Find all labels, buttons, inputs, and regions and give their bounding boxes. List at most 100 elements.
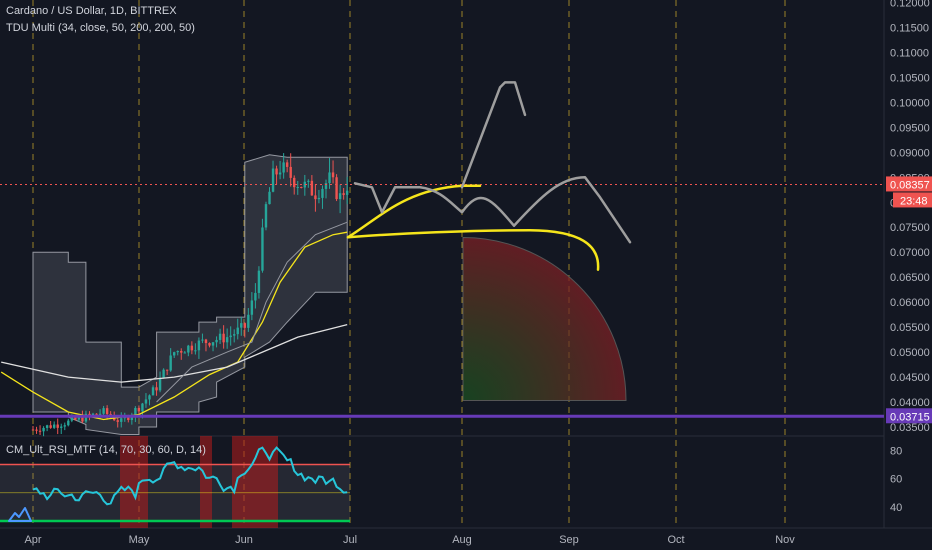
rsi-y-tick: 60	[890, 474, 902, 486]
y-tick: 0.06500	[890, 272, 930, 284]
candle-body	[310, 180, 314, 196]
candle-body	[176, 350, 179, 353]
candle-body	[60, 426, 63, 428]
candle-body	[127, 416, 130, 421]
y-tick: 0.09000	[890, 147, 930, 159]
candle-body	[303, 181, 307, 188]
candle-body	[88, 413, 91, 416]
candle-body	[151, 387, 155, 396]
indicator-label-tdu[interactable]: TDU Multi (34, close, 50, 200, 200, 50)	[6, 22, 195, 34]
x-tick-aug: Aug	[452, 534, 472, 546]
rsi-overbought-zone	[200, 436, 212, 528]
candle-body	[215, 339, 218, 343]
candle-body	[45, 425, 49, 428]
y-tick: 0.11500	[890, 22, 929, 34]
x-tick-may: May	[129, 534, 150, 546]
candle-body	[169, 355, 172, 371]
candle-body	[271, 168, 275, 192]
candle-body	[98, 413, 102, 415]
candle-body	[236, 327, 239, 335]
candle-body	[225, 337, 229, 343]
candle-body	[257, 270, 261, 293]
candle-body	[317, 197, 321, 200]
candle-body	[183, 352, 186, 354]
tradingview-logo-icon	[8, 507, 32, 522]
candle-body	[95, 413, 98, 415]
y-tick: 0.12000	[890, 0, 930, 9]
last-price-badge-bg	[886, 176, 932, 192]
candle-body	[42, 427, 45, 432]
candle-body	[91, 413, 95, 416]
candle-body	[194, 350, 197, 352]
y-tick: 0.06000	[890, 297, 930, 309]
candle-body	[321, 188, 324, 198]
candle-body	[173, 352, 176, 356]
rsi-overbought-zone	[120, 436, 148, 528]
chart-title: Cardano / US Dollar, 1D, BITTREX	[6, 5, 177, 17]
candle-body	[197, 340, 201, 351]
candle-body	[229, 335, 232, 338]
y-tick: 0.07500	[890, 222, 930, 234]
candle-body	[204, 339, 208, 344]
x-tick-jul: Jul	[343, 534, 357, 546]
x-tick-sep: Sep	[559, 534, 579, 546]
candle-body	[275, 168, 278, 175]
channel-band	[32, 154, 348, 435]
candle-body	[116, 420, 119, 422]
candle-body	[81, 416, 84, 422]
x-tick-oct: Oct	[667, 534, 684, 546]
candle-body	[254, 292, 257, 301]
y-tick: 0.05000	[890, 347, 930, 359]
x-tick-apr: Apr	[24, 534, 41, 546]
last-price-badge: 0.08357	[890, 179, 930, 191]
candle-body	[134, 407, 137, 416]
candle-body	[233, 334, 236, 336]
candle-body	[102, 408, 105, 414]
candle-body	[187, 345, 190, 353]
candle-body	[268, 191, 271, 205]
y-tick: 0.09500	[890, 122, 930, 134]
candle-body	[243, 323, 246, 328]
candle-body	[222, 333, 225, 343]
rsi-overbought-zone	[232, 436, 278, 528]
candle-body	[261, 227, 264, 271]
candle-body	[211, 342, 215, 346]
yellow-curve-upper	[346, 184, 482, 239]
candle-body	[105, 408, 109, 415]
candle-body	[38, 430, 42, 432]
gray-projection-path	[353, 176, 632, 244]
countdown-badge-bg	[893, 192, 932, 208]
yellow-curve-lower	[346, 228, 600, 271]
arc-drawing	[462, 237, 627, 402]
rsi-y-tick: 40	[890, 502, 902, 514]
y-tick: 0.04500	[890, 372, 930, 384]
candle-body	[240, 323, 243, 328]
candle-body	[137, 407, 141, 412]
candle-body	[165, 369, 169, 371]
y-tick: 0.05500	[890, 322, 930, 334]
candle-body	[208, 343, 211, 346]
candle-body	[264, 204, 268, 228]
candle-body	[31, 429, 35, 431]
candle-body	[307, 180, 310, 182]
candle-body	[63, 425, 66, 427]
candle-body	[282, 162, 285, 173]
x-tick-nov: Nov	[775, 534, 795, 546]
candle-body	[250, 300, 254, 315]
candle-body	[324, 183, 328, 189]
candles-group	[31, 153, 349, 437]
candle-body	[70, 417, 74, 421]
y-tick: 0.10000	[890, 97, 930, 109]
y-tick: 0.03500	[890, 422, 930, 434]
ma-50-line	[0, 231, 348, 421]
gray-bull-path	[460, 81, 527, 189]
candle-body	[148, 395, 151, 400]
candle-body	[342, 193, 345, 195]
ma-200-line	[1, 323, 348, 383]
candle-body	[285, 162, 289, 167]
rsi-line	[32, 446, 348, 506]
candle-body	[218, 333, 222, 340]
ma-34-line	[156, 221, 348, 403]
indicator-label-rsi[interactable]: CM_Ult_RSI_MTF (14, 70, 30, 60, D, 14)	[6, 444, 206, 456]
